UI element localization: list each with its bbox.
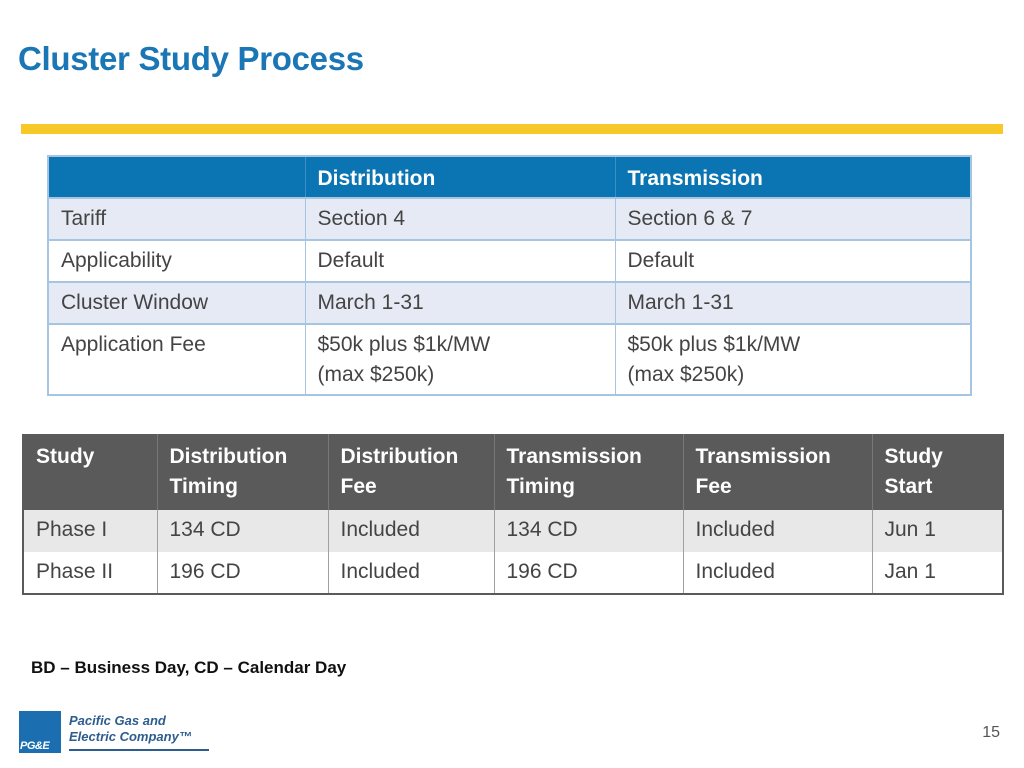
slide-title: Cluster Study Process xyxy=(18,40,364,77)
pge-logo-mark: PG&E xyxy=(19,711,61,753)
table-cell: Included xyxy=(683,510,873,552)
table-cell: Section 4 xyxy=(305,197,616,240)
table-row: Phase I 134 CD Included 134 CD Included … xyxy=(23,510,1003,552)
tariff-comparison-table: Distribution Transmission Tariff Section… xyxy=(47,155,972,396)
table-cell: Jun 1 xyxy=(872,510,1003,552)
row-label: Tariff xyxy=(48,197,306,240)
table-cell: Default xyxy=(305,239,616,282)
table-row: Tariff Section 4 Section 6 & 7 xyxy=(48,197,971,240)
row-label: Applicability xyxy=(48,239,306,282)
table-cell: Included xyxy=(328,510,495,552)
row-label: Phase II xyxy=(23,552,158,594)
header-cell: Distribution xyxy=(305,156,616,198)
header-cell: Transmission Timing xyxy=(494,434,684,510)
accent-rule xyxy=(21,124,1003,134)
header-cell: Distribution Timing xyxy=(157,434,329,510)
table-row: Applicability Default Default xyxy=(48,239,971,282)
company-logo: PG&E Pacific Gas and Electric Company™ xyxy=(19,711,209,755)
header-cell: Study Start xyxy=(872,434,1003,510)
footnote: BD – Business Day, CD – Calendar Day xyxy=(31,658,347,677)
row-label: Application Fee xyxy=(48,323,306,395)
study-phase-table: Study Distribution Timing Distribution Fee… xyxy=(22,434,1004,595)
table-cell: March 1-31 xyxy=(305,281,616,324)
table-header-row: Study Distribution Timing Distribution Fee… xyxy=(23,434,1003,510)
page-number: 15 xyxy=(982,724,1000,741)
table-cell: Section 6 & 7 xyxy=(615,197,971,240)
table-cell: Included xyxy=(328,552,495,594)
table-cell: 196 CD xyxy=(494,552,684,594)
table-cell: Jan 1 xyxy=(884,560,936,583)
table-cell: $50k plus $1k/MW (max $250k) xyxy=(615,323,971,395)
table-row: Cluster Window March 1-31 March 1-31 xyxy=(48,281,971,324)
header-cell: Transmission xyxy=(615,156,971,198)
logo-name-line1: Pacific Gas and xyxy=(69,713,166,728)
header-cell: Distribution Fee xyxy=(328,434,495,510)
header-cell: Transmission Fee xyxy=(683,434,873,510)
row-label: Cluster Window xyxy=(48,281,306,324)
logo-name-line2: Electric Company™ xyxy=(69,729,192,744)
table-cell: Default xyxy=(615,239,971,282)
logo-wordmark: Pacific Gas and Electric Company™ xyxy=(69,713,192,745)
logo-mark-text: PG&E xyxy=(20,740,50,752)
header-cell xyxy=(48,156,306,198)
table-cell: 134 CD xyxy=(157,510,329,552)
header-cell: Study xyxy=(23,434,158,510)
table-cell: March 1-31 xyxy=(615,281,971,324)
table-row: Phase II 196 CD Included 196 CD Included… xyxy=(23,552,1003,594)
row-label: Phase I xyxy=(23,510,158,552)
table-cell: Included xyxy=(683,552,873,594)
table-row: Application Fee $50k plus $1k/MW (max $25… xyxy=(48,323,971,395)
table-header-row: Distribution Transmission xyxy=(48,156,971,198)
table-cell: $50k plus $1k/MW (max $250k) xyxy=(305,323,616,395)
table-cell: 134 CD xyxy=(494,510,684,552)
logo-underline xyxy=(69,749,209,751)
table-cell: 196 CD xyxy=(157,552,329,594)
